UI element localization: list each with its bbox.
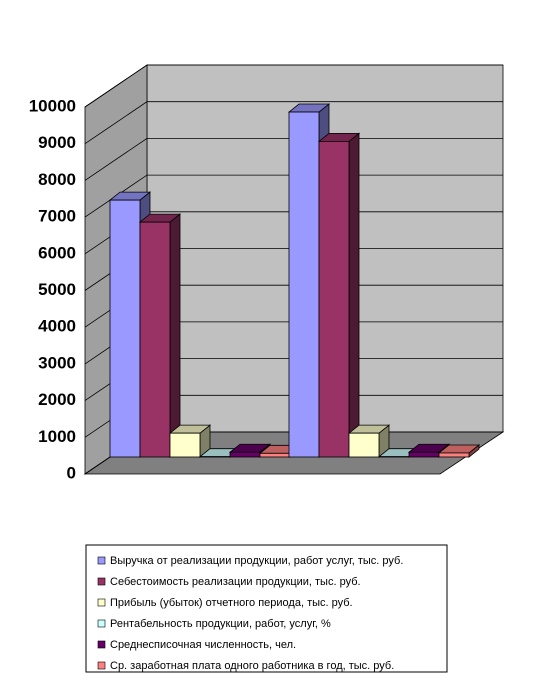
bar-front [408,451,440,458]
bar [168,424,212,458]
y-tick-label: 7000 [38,207,76,226]
bar-front [348,432,380,458]
bar-front [139,221,171,458]
bar-front [318,140,350,458]
bar-front [109,199,141,458]
y-tick-label: 9000 [38,133,76,152]
bar [347,424,391,458]
y-tick-label: 4000 [38,317,76,336]
y-tick-label: 10000 [29,96,76,115]
legend-swatch [97,577,106,586]
legend-label: Прибыль (убыток) отчетного периода, тыс.… [110,597,353,609]
legend-swatch [97,556,106,565]
y-tick-label: 8000 [38,170,76,189]
y-tick-label: 5000 [38,280,76,299]
bar-front [169,432,201,458]
grid-line [84,137,503,181]
legend-swatch [97,661,106,670]
bar [317,132,361,458]
legend-label: Среднесписочная численность, чел. [110,639,296,651]
grid-line [84,174,503,218]
legend-swatch [97,619,106,628]
bar-front [229,451,261,458]
legend-label: Ср. заработная плата одного работника в … [110,660,394,672]
grid-line [84,101,503,145]
legend-label: Рентабельность продукции, работ, услуг, … [110,618,331,630]
bar [138,213,182,458]
bar [407,443,451,458]
y-tick-label: 2000 [38,390,76,409]
legend-swatch [97,640,106,649]
legend-label: Себестоимость реализации продукции, тыс.… [110,576,361,588]
grid-line [84,64,503,108]
bar-side [348,132,360,458]
y-tick-label: 1000 [38,427,76,446]
bar [437,444,481,458]
bar-side [169,213,181,458]
legend-label: Выручка от реализации продукции, работ у… [110,555,403,567]
bar-front [259,452,291,458]
legend-box [85,544,448,673]
legend-swatch [97,598,106,607]
bar-front [438,452,470,458]
bar-front [288,111,320,458]
y-tick-label: 3000 [38,353,76,372]
y-tick-label: 0 [67,463,76,482]
y-tick-label: 6000 [38,243,76,262]
